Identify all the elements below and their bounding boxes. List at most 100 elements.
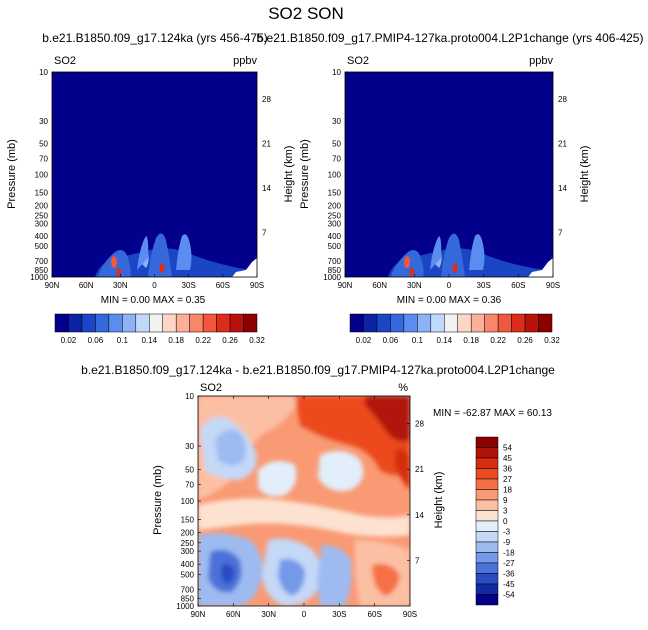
diff-blue-upper	[215, 429, 246, 466]
colorbar-swatch	[475, 520, 499, 532]
xtick-label: 90S	[403, 610, 417, 619]
panel-diff-var-label: SO2	[200, 382, 222, 394]
colorbar-label: 0.18	[168, 336, 184, 345]
ytick-right-label: 14	[262, 184, 271, 193]
colorbar-swatch	[417, 313, 432, 333]
xtick-label: 60S	[368, 610, 382, 619]
ytick-right-label: 14	[415, 511, 424, 520]
colorbar-label: 0.26	[222, 336, 238, 345]
colorbar-swatch	[81, 313, 96, 333]
diff-light-band	[198, 498, 410, 537]
ytick-label: 30	[332, 117, 341, 126]
ytick-label: 50	[185, 465, 194, 474]
surface-mask	[528, 258, 553, 277]
panel-right-ylabel: Pressure (mb)	[299, 139, 311, 209]
colorbar-label: 3	[503, 507, 508, 516]
colorbar-label: 45	[503, 454, 512, 463]
ytick-label: 1000	[30, 273, 48, 282]
xtick-label: 60S	[216, 281, 230, 290]
colorbar-label: -54	[503, 591, 515, 600]
colorbar-label: 0.32	[544, 336, 560, 345]
ytick-label: 250	[35, 211, 49, 220]
xtick-label: 0	[152, 281, 157, 290]
hotspot-a	[111, 256, 117, 268]
colorbar-label: 0.1	[117, 336, 129, 345]
colorbar-label: 0.02	[61, 336, 77, 345]
diff-light-right-mid	[318, 451, 364, 492]
xtick-label: 60S	[511, 281, 525, 290]
colorbar-swatch	[162, 313, 177, 333]
colorbar-swatch	[497, 313, 512, 333]
colorbar-swatch	[243, 313, 258, 333]
ytick-label: 700	[181, 586, 195, 595]
colorbar-swatch	[475, 552, 499, 564]
xtick-label: 0	[302, 610, 307, 619]
diff-red-low	[372, 563, 400, 596]
panel-left-units: ppbv	[233, 55, 257, 67]
ytick-label: 30	[39, 117, 48, 126]
ytick-label: 850	[328, 266, 342, 275]
colorbar-swatch	[189, 313, 204, 333]
colorbar-swatch	[390, 313, 405, 333]
panel-diff: b.e21.B1850.f09_g17.124ka - b.e21.B1850.…	[81, 363, 555, 619]
panel-left-xticks: 90N 60N 30N 0 30S 60S 90S	[45, 72, 264, 290]
colorbar-swatch	[202, 313, 217, 333]
surface-mask	[232, 258, 257, 277]
ytick-label: 300	[328, 219, 342, 228]
colorbar-label: -18	[503, 549, 515, 558]
xtick-label: 30S	[332, 610, 346, 619]
xtick-label: 90S	[546, 281, 560, 290]
colorbar-swatch	[54, 313, 69, 333]
panel-right-units: ppbv	[529, 55, 553, 67]
xtick-label: 90N	[45, 281, 60, 290]
colorbar-label: -45	[503, 580, 515, 589]
hotspot-c	[159, 263, 165, 273]
ytick-right-label: 28	[262, 95, 271, 104]
hotspot-b	[116, 268, 122, 276]
ytick-label: 850	[35, 266, 49, 275]
colorbar-swatch	[470, 313, 485, 333]
colorbar-swatch	[475, 562, 499, 574]
ytick-label: 400	[328, 232, 342, 241]
panel-right-stats: MIN = 0.00 MAX = 0.36	[397, 295, 502, 306]
colorbar-swatch	[149, 313, 163, 333]
ytick-right-label: 28	[415, 420, 424, 429]
plume-tower-east	[176, 234, 192, 270]
ytick-right-label: 21	[415, 465, 424, 474]
panel-diff-title: b.e21.B1850.f09_g17.124ka - b.e21.B1850.…	[81, 363, 555, 377]
ytick-label: 50	[39, 140, 48, 149]
colorbar-swatch	[475, 499, 499, 511]
xtick-label: 30S	[477, 281, 491, 290]
colorbar-swatch	[376, 313, 391, 333]
panel-diff-plot	[198, 396, 410, 606]
ytick-right-label: 21	[262, 139, 271, 148]
ytick-label: 700	[35, 257, 49, 266]
xtick-label: 0	[447, 281, 452, 290]
panel-left-ylabel: Pressure (mb)	[6, 139, 18, 209]
figure-title: SO2 SON	[268, 4, 344, 23]
ytick-label: 70	[185, 481, 194, 490]
ytick-label: 500	[328, 242, 342, 251]
colorbar-label: 0.06	[383, 336, 399, 345]
colorbar-swatch	[216, 313, 231, 333]
xtick-label: 60N	[79, 281, 94, 290]
colorbar-right: 0.02 0.06 0.1 0.14 0.18 0.22 0.26 0.32	[349, 313, 560, 345]
colorbar-left: 0.02 0.06 0.1 0.14 0.18 0.22 0.26 0.32	[54, 313, 265, 345]
ytick-right-label: 28	[558, 95, 567, 104]
plume-tower-east	[469, 234, 485, 270]
colorbar-label: 0.1	[412, 336, 424, 345]
ytick-label: 200	[35, 201, 49, 210]
xtick-label: 30N	[407, 281, 422, 290]
ytick-label: 100	[181, 497, 195, 506]
colorbar-label: 36	[503, 465, 512, 474]
panel-left: b.e21.B1850.f09_g17.124ka (yrs 456-475) …	[6, 31, 295, 306]
panel-left-plot	[52, 72, 257, 277]
diff-field	[198, 396, 410, 606]
panel-right-plot	[345, 72, 553, 277]
ytick-label: 150	[328, 189, 342, 198]
ytick-label: 10	[332, 68, 341, 77]
ytick-right-label: 14	[558, 184, 567, 193]
